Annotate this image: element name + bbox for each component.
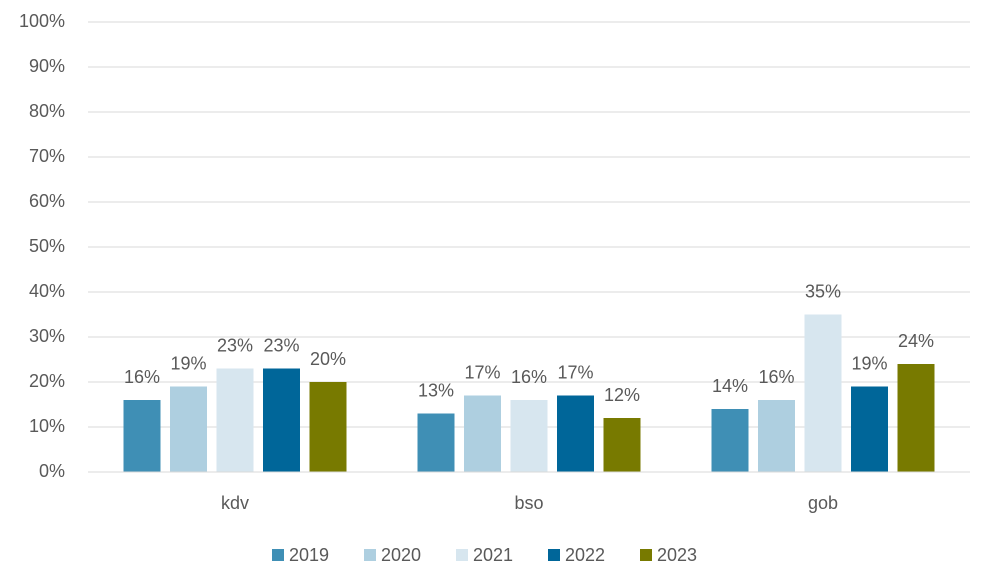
y-tick-label: 40% xyxy=(29,281,65,301)
y-tick-label: 100% xyxy=(19,11,65,31)
data-label: 14% xyxy=(712,376,748,396)
y-tick-label: 50% xyxy=(29,236,65,256)
legend-label: 2023 xyxy=(657,545,697,564)
x-tick-label: kdv xyxy=(221,493,249,513)
y-tick-label: 0% xyxy=(39,461,65,481)
bar xyxy=(804,314,842,472)
x-tick-label: bso xyxy=(514,493,543,513)
bar xyxy=(263,368,300,472)
legend-label: 2020 xyxy=(381,545,421,564)
data-label: 20% xyxy=(310,349,346,369)
y-tick-label: 60% xyxy=(29,191,65,211)
data-label: 16% xyxy=(511,367,547,387)
data-label: 19% xyxy=(170,353,206,373)
data-label: 16% xyxy=(124,367,160,387)
x-tick-label: gob xyxy=(808,493,838,513)
bar xyxy=(417,413,455,472)
bar xyxy=(309,382,347,472)
data-label: 17% xyxy=(557,362,593,382)
bar xyxy=(897,364,935,472)
data-label: 23% xyxy=(217,335,253,355)
y-tick-label: 20% xyxy=(29,371,65,391)
bar xyxy=(170,386,207,472)
bar xyxy=(464,395,501,472)
y-tick-label: 30% xyxy=(29,326,65,346)
y-tick-label: 90% xyxy=(29,56,65,76)
legend-label: 2021 xyxy=(473,545,513,564)
legend-swatch xyxy=(364,549,376,561)
data-label: 17% xyxy=(464,362,500,382)
data-label: 12% xyxy=(604,385,640,405)
bar xyxy=(758,400,795,472)
data-label: 35% xyxy=(805,281,841,301)
legend-label: 2019 xyxy=(289,545,329,564)
legend-swatch xyxy=(272,549,284,561)
data-label: 13% xyxy=(418,380,454,400)
bar xyxy=(603,418,641,472)
data-label: 16% xyxy=(758,367,794,387)
bar xyxy=(851,386,888,472)
y-tick-label: 80% xyxy=(29,101,65,121)
data-label: 24% xyxy=(898,331,934,351)
y-tick-label: 70% xyxy=(29,146,65,166)
data-label: 19% xyxy=(851,353,887,373)
legend-swatch xyxy=(548,549,560,561)
bar xyxy=(123,400,161,472)
bar xyxy=(216,368,254,472)
data-label: 23% xyxy=(263,335,299,355)
legend-swatch xyxy=(456,549,468,561)
legend-label: 2022 xyxy=(565,545,605,564)
bar xyxy=(510,400,548,472)
y-tick-label: 10% xyxy=(29,416,65,436)
legend-swatch xyxy=(640,549,652,561)
bar xyxy=(557,395,594,472)
bar xyxy=(711,409,749,472)
